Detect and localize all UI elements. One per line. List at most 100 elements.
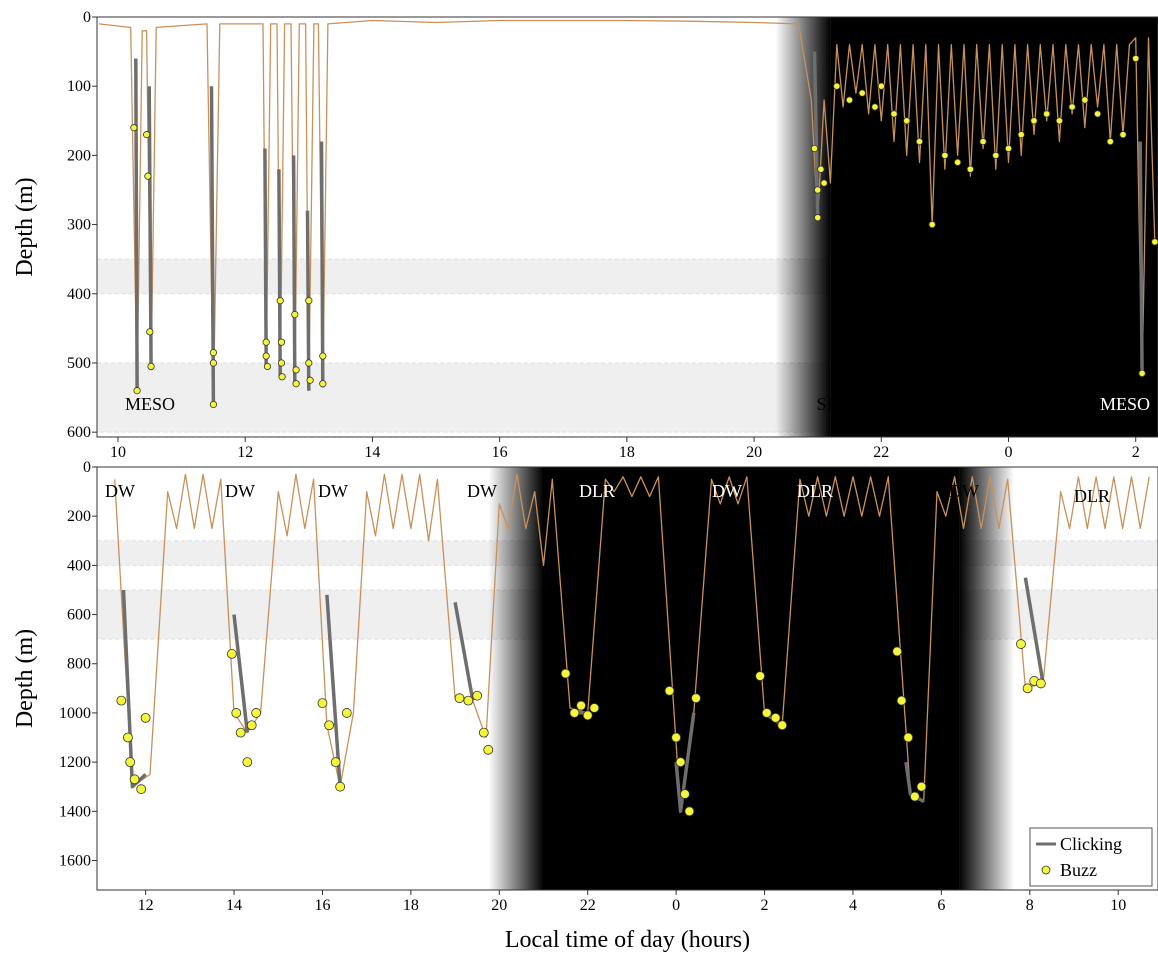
- x-tick-label: 20: [491, 897, 507, 914]
- buzz-point: [916, 781, 927, 792]
- legend-label: Clicking: [1060, 834, 1122, 854]
- buzz-point: [928, 220, 936, 229]
- y-tick-label: 0: [83, 9, 91, 26]
- buzz-point: [845, 96, 854, 104]
- buzz-point: [890, 110, 898, 118]
- x-tick-label: 18: [619, 444, 635, 461]
- buzz-point: [979, 137, 987, 146]
- night-fade-in: [488, 467, 544, 890]
- buzz-point: [817, 165, 825, 173]
- buzz-point: [858, 89, 866, 97]
- y-axis-label: Depth (m): [12, 177, 38, 276]
- buzz-point: [833, 82, 841, 90]
- annotation: DLR: [797, 481, 833, 501]
- dive-profile: [98, 19, 1156, 406]
- buzz-point: [954, 158, 962, 166]
- buzz-point: [1030, 117, 1038, 125]
- buzz-point: [560, 668, 571, 679]
- plot-frame: [96, 466, 1158, 891]
- plot-frame: [96, 16, 1158, 438]
- legend-box: [1029, 827, 1153, 887]
- buzz-point: [569, 708, 580, 718]
- buzz-point: [277, 338, 286, 346]
- buzz-point: [209, 359, 218, 367]
- buzz-point: [262, 338, 270, 346]
- buzz-point: [130, 124, 138, 132]
- buzz-point: [143, 131, 151, 139]
- buzz-point: [761, 708, 772, 718]
- x-tick-label: 14: [364, 444, 380, 461]
- buzz-point: [235, 727, 246, 738]
- buzz-point: [263, 362, 272, 371]
- annotation: DW: [949, 481, 979, 501]
- x-tick-label: 10: [110, 444, 126, 461]
- buzz-point: [123, 732, 133, 743]
- buzz-point: [292, 366, 300, 374]
- buzz-point: [770, 712, 781, 723]
- buzz-point: [871, 103, 879, 111]
- y-tick-label: 600: [67, 424, 91, 441]
- buzz-point: [1035, 678, 1046, 689]
- buzz-point: [1017, 131, 1025, 139]
- buzz-point: [1022, 683, 1033, 694]
- buzz-point: [777, 720, 788, 731]
- buzz-point: [909, 791, 920, 802]
- y-tick-label: 1600: [59, 852, 91, 869]
- buzz-point: [1132, 54, 1140, 63]
- y-tick-label: 300: [67, 217, 91, 234]
- x-tick-label: 16: [492, 444, 508, 461]
- buzz-point: [483, 744, 494, 755]
- buzz-point: [1081, 96, 1089, 104]
- buzz-point: [810, 144, 819, 153]
- x-tick-label: 22: [580, 897, 596, 914]
- annotation: DLR: [1074, 486, 1110, 506]
- buzz-point: [305, 297, 313, 305]
- y-tick-label: 200: [67, 508, 91, 525]
- x-tick-label: 8: [1026, 897, 1034, 914]
- buzz-point: [941, 151, 949, 159]
- buzz-point: [133, 387, 141, 395]
- buzz-point: [576, 700, 586, 711]
- x-tick-label: 0: [672, 897, 680, 914]
- buzz-point: [226, 649, 237, 659]
- x-tick-label: 6: [937, 897, 945, 914]
- buzz-point: [341, 708, 352, 718]
- annotation: MESO: [125, 394, 175, 414]
- buzz-point: [291, 310, 299, 319]
- y-tick-label: 800: [67, 656, 91, 673]
- plot-area: [97, 467, 1158, 890]
- y-axis-label: Depth (m): [12, 629, 38, 728]
- buzz-point: [116, 695, 127, 706]
- y-tick-label: 0: [83, 459, 91, 476]
- buzz-point: [472, 690, 483, 701]
- buzz-point: [903, 732, 914, 743]
- buzz-point: [292, 380, 300, 388]
- buzz-point: [915, 137, 924, 146]
- legend: Clicking Buzz: [1029, 827, 1153, 887]
- buzz-point: [231, 708, 242, 718]
- buzz-point: [966, 165, 974, 173]
- night-shade: [830, 17, 1158, 437]
- buzz-point: [877, 82, 885, 90]
- buzz-point: [305, 359, 313, 367]
- y-tick-label: 400: [67, 557, 91, 574]
- buzz-point: [1043, 110, 1051, 118]
- x-tick-label: 10: [1110, 897, 1126, 914]
- buzz-point: [144, 172, 152, 180]
- buzz-point: [278, 373, 286, 381]
- buzz-point: [903, 117, 911, 125]
- annotation: DW: [105, 481, 135, 501]
- x-tick-label: 16: [314, 897, 330, 914]
- buzz-point: [246, 720, 257, 731]
- buzz-point: [140, 712, 151, 723]
- buzz-point: [589, 703, 600, 713]
- buzz-point: [684, 806, 695, 817]
- buzz-point: [1119, 131, 1127, 139]
- buzz-point: [463, 695, 474, 706]
- y-tick-label: 400: [67, 286, 91, 303]
- buzz-point: [896, 695, 907, 706]
- buzz-point: [209, 348, 218, 357]
- y-tick-label: 100: [67, 78, 91, 95]
